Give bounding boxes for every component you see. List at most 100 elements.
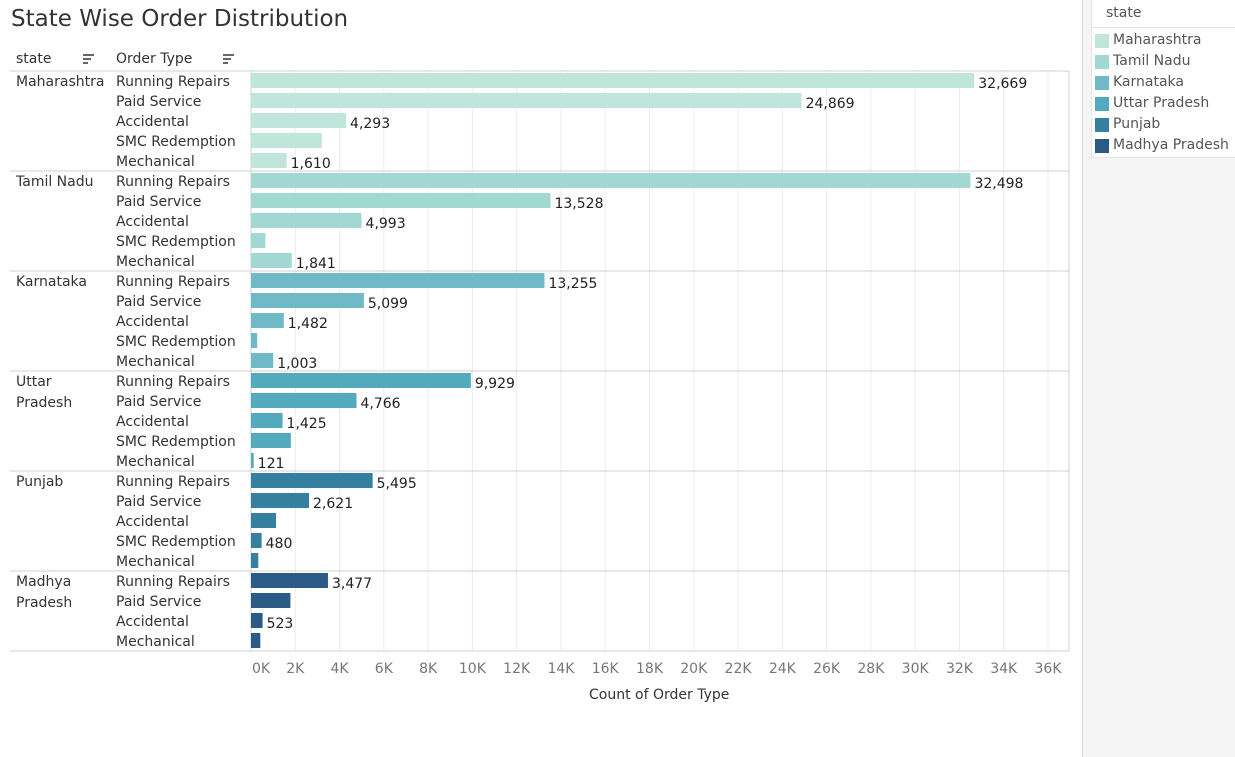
- bar: [251, 213, 362, 228]
- order-type-label: Accidental: [116, 514, 189, 530]
- order-type-label: Paid Service: [116, 394, 201, 410]
- order-type-label: Mechanical: [116, 154, 195, 170]
- state-label: Pradesh: [16, 595, 72, 611]
- legend-swatch: [1095, 76, 1109, 90]
- x-tick-label: 8K: [419, 661, 438, 677]
- legend-label: Tamil Nadu: [1113, 53, 1191, 69]
- bar: [251, 333, 258, 348]
- x-tick-label: 10K: [459, 661, 487, 677]
- bar-chart[interactable]: 0K 2K 4K 6K 8K 10K 12K 14K 16K 18K 20K 22K 24K 26K 28K…: [0, 0, 1082, 757]
- data-label: 480: [266, 536, 293, 552]
- data-label: 32,498: [974, 176, 1023, 192]
- bar: [251, 393, 357, 408]
- state-label: Tamil Nadu: [15, 174, 94, 190]
- legend-item[interactable]: Maharashtra: [1095, 31, 1235, 51]
- chart-title: State Wise Order Distribution: [11, 6, 349, 32]
- legend-swatch: [1095, 139, 1109, 153]
- state-label: Madhya: [16, 574, 71, 590]
- data-label: 4,993: [366, 216, 406, 232]
- order-type-label: Paid Service: [116, 194, 201, 210]
- x-tick-label: 4K: [331, 661, 350, 677]
- x-tick-label: 2K: [286, 661, 305, 677]
- legend-label: Maharashtra: [1113, 32, 1202, 48]
- bar: [251, 593, 291, 608]
- data-label: 1,841: [296, 256, 336, 272]
- bar: [251, 113, 347, 128]
- legend-swatch: [1095, 118, 1109, 132]
- order-type-label: Paid Service: [116, 494, 201, 510]
- sort-icon[interactable]: [223, 54, 235, 66]
- order-type-label: Mechanical: [116, 634, 195, 650]
- legend-label: Karnataka: [1113, 74, 1184, 90]
- order-type-label: Running Repairs: [116, 74, 230, 90]
- order-type-column-header[interactable]: Order Type: [116, 51, 193, 67]
- bar: [251, 153, 287, 168]
- data-label: 9,929: [475, 376, 515, 392]
- order-type-label: Paid Service: [116, 594, 201, 610]
- x-tick-label: 26K: [813, 661, 841, 677]
- data-label: 1,425: [287, 416, 327, 432]
- legend-item[interactable]: Karnataka: [1095, 73, 1235, 93]
- legend-label: Madhya Pradesh: [1113, 137, 1229, 153]
- order-type-label: SMC Redemption: [116, 534, 236, 550]
- x-tick-label: 32K: [946, 661, 974, 677]
- order-type-label: Paid Service: [116, 294, 201, 310]
- legend-item[interactable]: Madhya Pradesh: [1095, 136, 1235, 156]
- x-tick-label: 18K: [636, 661, 664, 677]
- state-label: Pradesh: [16, 395, 72, 411]
- bar: [251, 613, 263, 628]
- bar: [251, 353, 274, 368]
- x-tick-label: 22K: [725, 661, 753, 677]
- x-tick-label: 6K: [375, 661, 394, 677]
- legend-swatch: [1095, 34, 1109, 48]
- order-type-label: Accidental: [116, 214, 189, 230]
- bar: [251, 293, 364, 308]
- x-tick-label: 30K: [902, 661, 930, 677]
- x-tick-label: 16K: [592, 661, 620, 677]
- x-tick-label: 24K: [769, 661, 797, 677]
- order-type-label: SMC Redemption: [116, 234, 236, 250]
- data-label: 5,495: [377, 476, 417, 492]
- order-type-label: Accidental: [116, 414, 189, 430]
- state-label: Maharashtra: [16, 74, 104, 90]
- data-label: 3,477: [332, 576, 372, 592]
- legend-label: Punjab: [1113, 116, 1161, 132]
- order-type-label: Mechanical: [116, 254, 195, 270]
- x-tick-label: 36K: [1035, 661, 1063, 677]
- order-type-label: SMC Redemption: [116, 334, 236, 350]
- order-type-label: SMC Redemption: [116, 434, 236, 450]
- sort-icon[interactable]: [83, 54, 95, 66]
- bar: [251, 533, 262, 548]
- data-label: 4,293: [350, 116, 390, 132]
- order-type-label: Accidental: [116, 314, 189, 330]
- order-type-label: Running Repairs: [116, 574, 230, 590]
- bar: [251, 273, 545, 288]
- order-type-label: Mechanical: [116, 354, 195, 370]
- bar: [251, 493, 310, 508]
- legend-item[interactable]: Tamil Nadu: [1095, 52, 1235, 72]
- order-type-label: Running Repairs: [116, 374, 230, 390]
- data-label: 24,869: [806, 96, 855, 112]
- order-type-label: Mechanical: [116, 554, 195, 570]
- order-type-label: Running Repairs: [116, 174, 230, 190]
- legend: state: [1091, 0, 1235, 158]
- data-label: 523: [267, 616, 294, 632]
- state-label: Punjab: [16, 474, 63, 490]
- legend-item[interactable]: Punjab: [1095, 115, 1235, 135]
- order-type-label: SMC Redemption: [116, 134, 236, 150]
- bar: [251, 553, 259, 568]
- bar: [251, 413, 283, 428]
- bar: [251, 433, 291, 448]
- data-label: 1,003: [277, 356, 317, 372]
- legend-divider: [1091, 27, 1235, 28]
- order-type-label: Running Repairs: [116, 274, 230, 290]
- bar: [251, 233, 266, 248]
- state-column-header[interactable]: state: [16, 51, 52, 67]
- bar: [251, 133, 322, 148]
- order-type-label: Accidental: [116, 614, 189, 630]
- legend-item[interactable]: Uttar Pradesh: [1095, 94, 1235, 114]
- legend-panel: state Maharashtra Tamil Nadu Karnataka Utta…: [1082, 0, 1235, 757]
- bar: [251, 633, 261, 648]
- legend-swatch: [1095, 55, 1109, 69]
- x-axis-title: Count of Order Type: [589, 687, 730, 703]
